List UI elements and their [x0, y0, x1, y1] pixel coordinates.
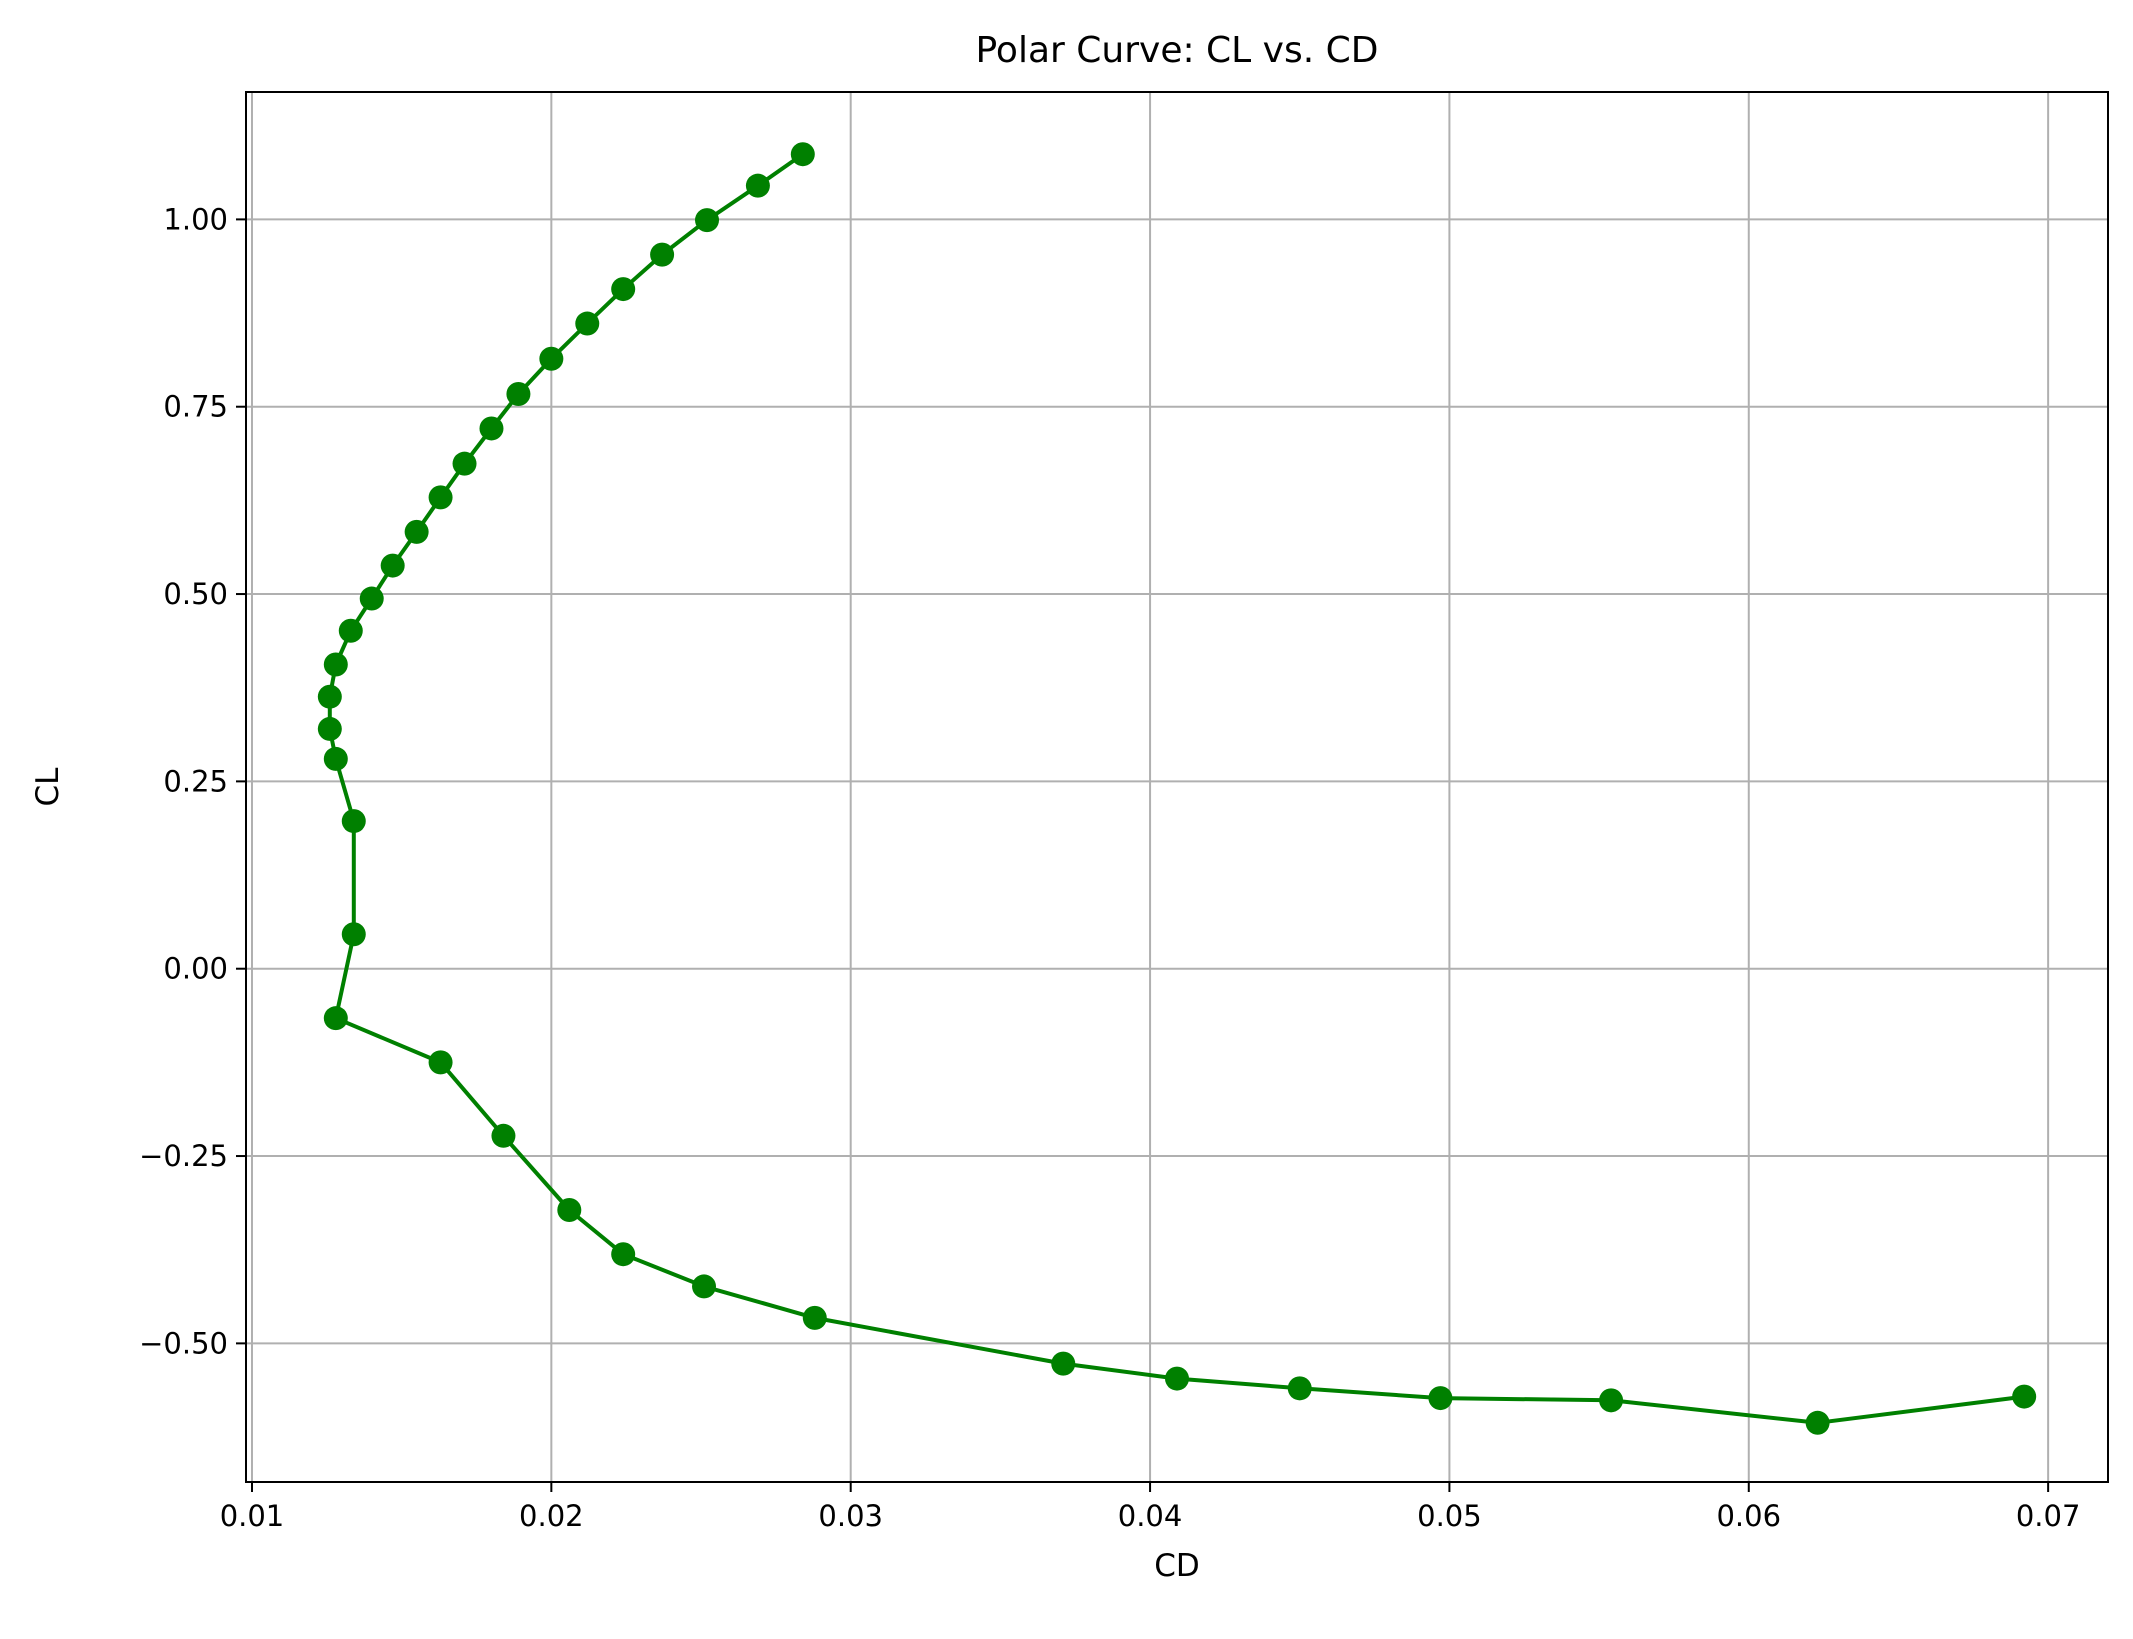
data-point	[338, 618, 363, 643]
data-point	[802, 1305, 827, 1330]
x-tick-label: 0.03	[818, 1499, 883, 1533]
data-point	[2012, 1384, 2037, 1409]
data-point	[506, 381, 531, 406]
data-point	[557, 1197, 582, 1222]
y-tick-label: 1.00	[163, 202, 228, 236]
data-point	[695, 208, 720, 233]
data-point	[452, 451, 477, 476]
data-point	[611, 277, 636, 302]
data-point	[359, 586, 384, 611]
data-point	[692, 1274, 717, 1299]
data-point	[575, 311, 600, 336]
x-tick-label: 0.02	[519, 1499, 584, 1533]
x-tick-label: 0.04	[1118, 1499, 1183, 1533]
data-point	[428, 1050, 453, 1075]
data-point	[317, 684, 342, 709]
data-point	[539, 346, 564, 371]
chart-title: Polar Curve: CL vs. CD	[976, 30, 1379, 71]
data-point	[745, 173, 770, 198]
data-point	[1599, 1388, 1624, 1413]
y-tick-label: 0.50	[163, 577, 228, 611]
data-point	[1287, 1376, 1312, 1401]
axis-ticks: 0.01 0.02 0.03 0.04 0.05 0.06 0.07 −0.50 −0.25 0.…	[139, 202, 2080, 1533]
data-point	[1051, 1351, 1076, 1376]
data-point	[323, 746, 348, 771]
y-tick-label: 0.75	[163, 390, 228, 424]
data-point	[491, 1123, 516, 1148]
data-point	[611, 1242, 636, 1267]
data-point	[428, 485, 453, 510]
data-point	[380, 553, 405, 578]
data-point	[317, 716, 342, 741]
plot-frame	[245, 91, 2109, 1483]
data-point	[341, 809, 366, 834]
y-tick-label: 0.00	[163, 952, 228, 986]
data-point	[341, 922, 366, 947]
x-axis-label: CD	[1154, 1548, 1200, 1584]
x-tick-label: 0.01	[220, 1499, 285, 1533]
data-point	[323, 1006, 348, 1031]
data-point	[323, 652, 348, 677]
data-point	[479, 416, 504, 441]
y-tick-label: −0.25	[139, 1139, 228, 1173]
x-tick-label: 0.07	[2016, 1499, 2081, 1533]
data-point	[1165, 1366, 1189, 1391]
data-point	[650, 242, 675, 267]
x-tick-label: 0.05	[1417, 1499, 1482, 1533]
data-point	[1805, 1410, 1830, 1435]
data-point	[790, 142, 815, 167]
grid	[246, 92, 2108, 1482]
data-point	[404, 519, 429, 544]
y-tick-label: 0.25	[163, 764, 228, 798]
y-axis-label: CL	[30, 767, 66, 807]
x-tick-label: 0.06	[1716, 1499, 1781, 1533]
data-point	[1428, 1386, 1453, 1411]
y-tick-label: −0.50	[139, 1326, 228, 1360]
series-layer	[317, 142, 2037, 1435]
